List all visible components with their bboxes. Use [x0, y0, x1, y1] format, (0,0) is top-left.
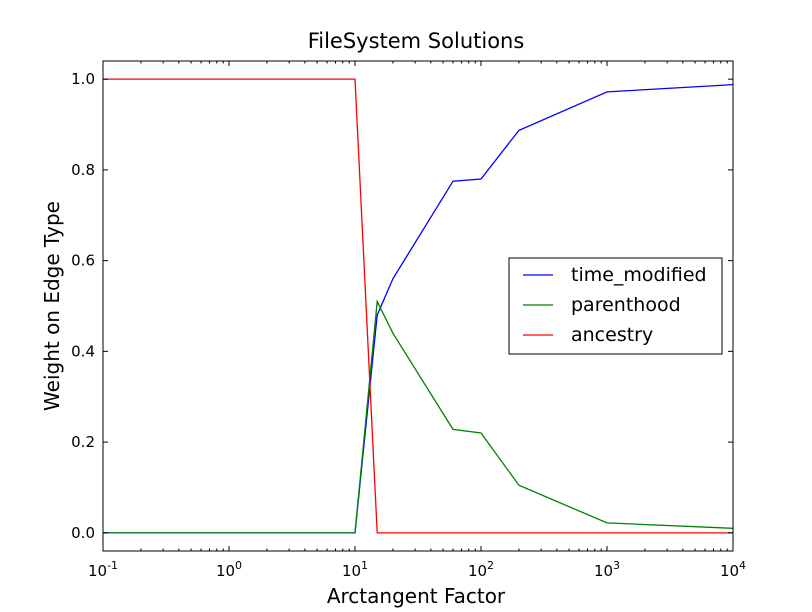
x-tick-label: 10-1	[88, 559, 118, 580]
legend-entry-time_modified: time_modified	[571, 264, 707, 286]
y-tick-label: 0.8	[71, 161, 95, 179]
axes: 0.0 0.2 0.4 0.6 0.8 1.0 10-1 100 101 102 103 104	[71, 60, 746, 580]
x-tick-label: 102	[468, 559, 494, 580]
y-tick-label: 0.4	[71, 342, 95, 360]
legend-entry-ancestry: ancestry	[571, 324, 653, 346]
y-tick-label: 0.0	[71, 524, 95, 542]
plot-area	[103, 78, 734, 534]
plot-frame	[102, 60, 734, 552]
y-axis-label: Weight on Edge Type	[40, 201, 64, 411]
y-tick-label: 0.6	[71, 252, 95, 270]
x-axis-label: Arctangent Factor	[327, 584, 506, 608]
x-tick-label: 103	[594, 559, 620, 580]
legend: time_modified parenthood ancestry	[508, 257, 723, 355]
legend-box	[508, 257, 723, 355]
x-tick-label: 100	[216, 559, 242, 580]
chart-title: FileSystem Solutions	[308, 29, 525, 53]
y-tick-label: 1.0	[71, 70, 95, 88]
x-tick-label: 104	[720, 559, 746, 580]
series-line-ancestry	[103, 78, 733, 534]
x-tick-label: 101	[342, 559, 368, 580]
y-tick-label: 0.2	[71, 433, 95, 451]
series-line-parenthood	[103, 299, 734, 534]
legend-entry-parenthood: parenthood	[571, 294, 681, 316]
